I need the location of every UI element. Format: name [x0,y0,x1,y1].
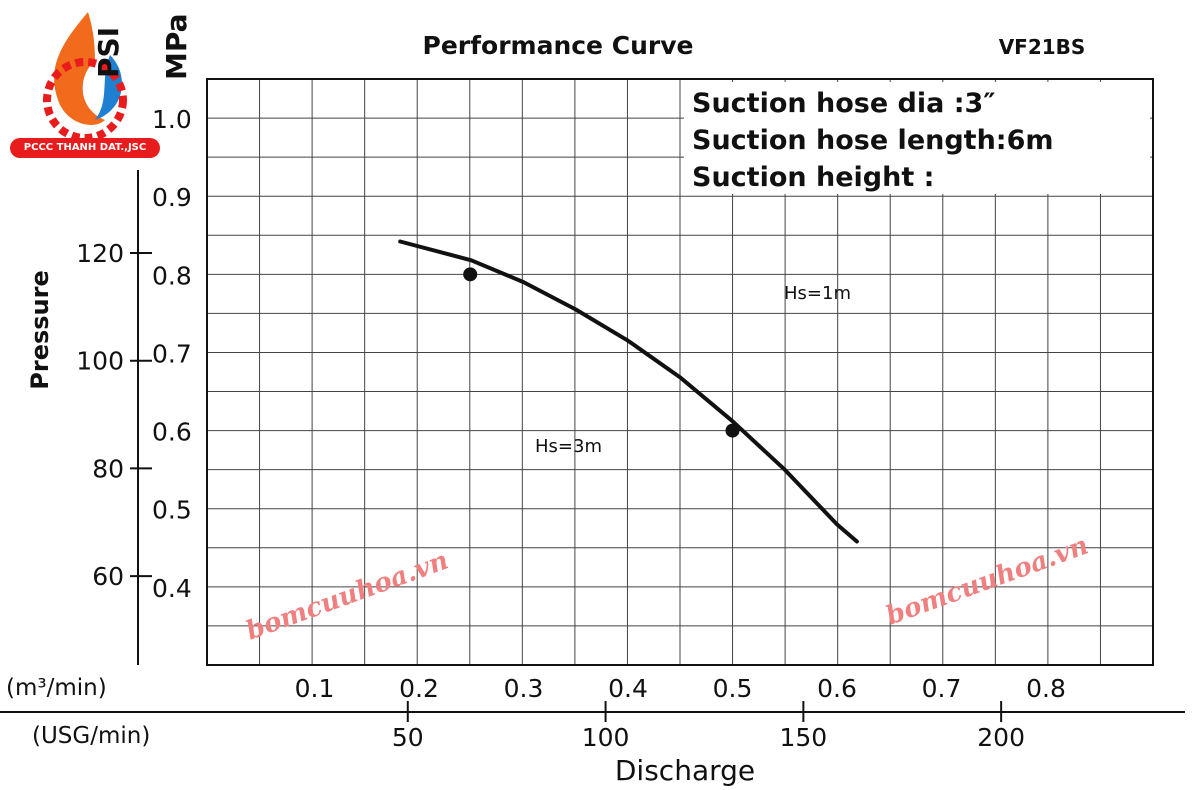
usg-tick-label: 150 [780,723,828,752]
x-unit-secondary-label: (USG/min) [32,723,150,749]
usg-tick-label: 50 [392,723,424,752]
psi-tick-label: 80 [92,454,124,483]
m3-tick-label: 0.7 [922,674,962,703]
m3-tick-label: 0.3 [504,674,544,703]
y-axis-label: Pressure [26,270,54,389]
m3-tick-label: 0.5 [713,674,753,703]
mpa-tick-label: 0.8 [152,261,192,290]
usg-tick-label: 200 [977,723,1025,752]
mpa-tick-label: 0.6 [152,418,192,447]
point-label: Hs=3m [535,436,602,457]
operating-point [463,267,478,282]
x-axis-label: Discharge [615,754,755,787]
mpa-tick-label: 0.7 [152,339,192,368]
m3-tick-label: 0.1 [295,674,335,703]
m3-tick-label: 0.4 [608,674,648,703]
watermark-text: bomcuuhoa.vn [882,531,1092,632]
m3-tick-label: 0.8 [1026,674,1066,703]
psi-tick-label: 120 [76,239,124,268]
psi-tick-label: 60 [92,562,124,591]
mpa-tick-label: 1.0 [152,105,192,134]
note-text: Suction hose length:6m [692,125,1054,156]
usg-tick-label: 100 [582,723,630,752]
psi-tick-label: 100 [76,347,124,376]
mpa-tick-label: 0.9 [152,183,192,212]
mpa-tick-label: 0.5 [152,496,192,525]
note-text: Suction height : [692,162,934,193]
notes-box [684,82,1150,194]
watermark-text: bomcuuhoa.vn [242,546,452,647]
note-text: Suction hose dia :3″ [692,88,995,119]
logo-flame [54,12,105,125]
mpa-tick-label: 0.4 [152,574,192,603]
m3-tick-label: 0.2 [399,674,439,703]
company-logo-badge: PCCC THANH DAT.,JSC [10,138,160,158]
x-unit-primary-label: (m³/min) [6,675,107,701]
operating-point [725,423,740,438]
point-label: Hs=1m [784,283,851,304]
performance-curve [398,239,859,544]
plot-frame [206,78,1154,666]
mpa-unit-label: MPa [160,13,193,80]
m3-tick-label: 0.6 [817,674,857,703]
chart-title: Performance Curve [423,31,694,60]
psi-unit-label: PSI [92,27,125,78]
model-label: VF21BS [999,35,1086,59]
